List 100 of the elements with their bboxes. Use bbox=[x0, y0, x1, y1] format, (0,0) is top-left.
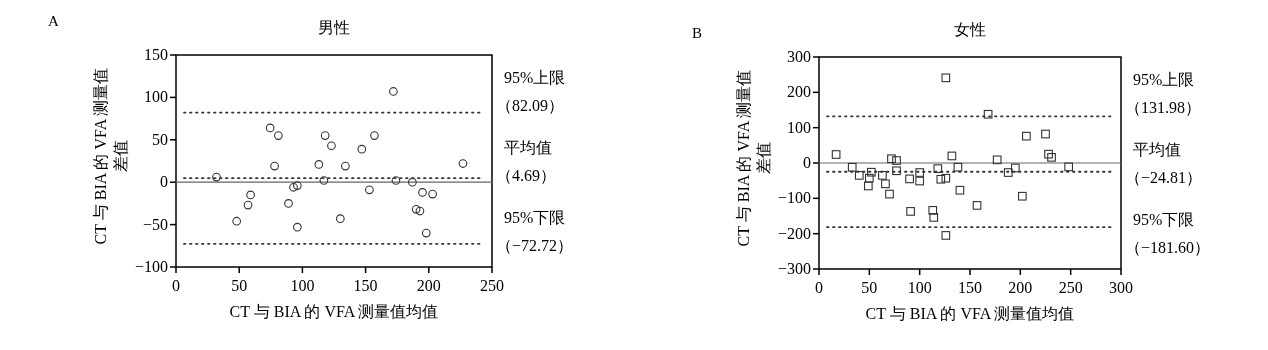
x-tick-label: 100 bbox=[290, 277, 315, 294]
x-tick-label: 0 bbox=[815, 279, 823, 296]
point bbox=[854, 171, 864, 180]
y-axis-title: CT 与 BIA 的 VFA 测量值差值 bbox=[735, 69, 772, 247]
chart-title: 男性 bbox=[318, 19, 350, 36]
point bbox=[246, 190, 255, 200]
point bbox=[408, 177, 417, 187]
x-tick-label: 150 bbox=[353, 277, 378, 294]
point bbox=[941, 73, 951, 83]
x-tick-label: 0 bbox=[172, 277, 180, 294]
point bbox=[274, 131, 283, 140]
point bbox=[212, 172, 221, 182]
point bbox=[929, 213, 939, 222]
point bbox=[992, 155, 1002, 165]
y-axis-title: CT 与 BIA 的 VFA 测量值差值 bbox=[92, 67, 129, 245]
point bbox=[320, 131, 330, 140]
point bbox=[232, 216, 242, 226]
point bbox=[941, 173, 951, 183]
point bbox=[863, 181, 873, 191]
y-tick-label: 0 bbox=[803, 154, 811, 171]
point bbox=[881, 179, 890, 189]
point bbox=[458, 159, 468, 168]
point bbox=[972, 201, 982, 210]
point bbox=[831, 150, 841, 159]
x-axis-title: CT 与 BIA 的 VFA 测量值均值 bbox=[865, 305, 1075, 322]
point bbox=[314, 160, 324, 169]
x-tick-label: 200 bbox=[1008, 279, 1033, 296]
point bbox=[915, 168, 925, 177]
x-tick-label: 50 bbox=[231, 277, 248, 294]
x-tick-label: 50 bbox=[861, 279, 878, 296]
y-tick-label: 300 bbox=[787, 48, 811, 65]
point bbox=[319, 176, 329, 185]
x-tick-label: 250 bbox=[1058, 279, 1083, 296]
point bbox=[892, 166, 901, 176]
point bbox=[357, 144, 367, 154]
point bbox=[421, 228, 431, 238]
point bbox=[867, 167, 876, 177]
y-tick-label: −200 bbox=[777, 224, 811, 242]
point bbox=[885, 189, 894, 199]
point bbox=[847, 162, 857, 172]
point bbox=[327, 141, 336, 151]
point bbox=[341, 161, 350, 171]
point bbox=[411, 204, 421, 214]
point bbox=[941, 231, 951, 240]
point bbox=[292, 181, 302, 190]
point bbox=[955, 185, 965, 195]
text: B bbox=[692, 25, 703, 41]
point bbox=[928, 206, 938, 215]
ref-line-label: 95%上限（131.98） bbox=[1125, 71, 1201, 116]
point bbox=[370, 131, 379, 140]
x-tick-label: 300 bbox=[1109, 279, 1133, 296]
y-tick-label: 100 bbox=[144, 88, 168, 106]
x-axis-title: CT 与 BIA 的 VFA 测量值均值 bbox=[229, 303, 439, 320]
point bbox=[292, 222, 302, 232]
point bbox=[864, 173, 874, 183]
ref-line-label: 95%上限（82.09） bbox=[496, 69, 566, 114]
point bbox=[289, 182, 298, 192]
point bbox=[892, 156, 901, 165]
chart-title: 女性 bbox=[954, 21, 986, 38]
point bbox=[906, 207, 915, 216]
point bbox=[415, 206, 425, 216]
point bbox=[1022, 131, 1031, 141]
point bbox=[933, 164, 943, 173]
point bbox=[243, 200, 253, 210]
text: A bbox=[48, 13, 59, 29]
point bbox=[265, 123, 275, 133]
point bbox=[1044, 149, 1053, 159]
point bbox=[1047, 153, 1056, 162]
x-tick-label: 250 bbox=[480, 277, 504, 294]
point bbox=[1018, 191, 1027, 201]
point bbox=[936, 174, 946, 184]
y-tick-label: 0 bbox=[160, 173, 168, 191]
y-tick-label: 200 bbox=[787, 83, 811, 101]
point bbox=[878, 171, 887, 180]
point bbox=[953, 162, 963, 172]
point bbox=[1064, 162, 1073, 172]
point bbox=[428, 189, 437, 199]
y-tick-label: 50 bbox=[152, 130, 168, 148]
point bbox=[418, 188, 427, 197]
point bbox=[389, 87, 398, 96]
y-tick-label: −300 bbox=[777, 260, 811, 277]
point bbox=[391, 176, 401, 185]
point bbox=[1041, 129, 1050, 139]
point bbox=[270, 161, 279, 171]
x-tick-label: 150 bbox=[958, 279, 982, 296]
point bbox=[915, 176, 925, 186]
y-tick-label: −50 bbox=[142, 215, 168, 233]
y-tick-label: 150 bbox=[144, 46, 168, 63]
x-tick-label: 100 bbox=[907, 279, 932, 296]
x-tick-label: 200 bbox=[416, 277, 441, 294]
ref-line-label: 95%下限（−72.72） bbox=[496, 209, 574, 254]
point bbox=[887, 154, 896, 164]
point bbox=[1010, 163, 1020, 173]
point bbox=[365, 185, 374, 195]
ref-line-label: 平均值（−24.81） bbox=[1125, 141, 1203, 186]
point bbox=[284, 199, 293, 208]
y-tick-label: −100 bbox=[777, 189, 811, 207]
y-tick-label: −100 bbox=[134, 258, 168, 275]
y-tick-label: 100 bbox=[787, 118, 811, 136]
point bbox=[335, 214, 345, 224]
